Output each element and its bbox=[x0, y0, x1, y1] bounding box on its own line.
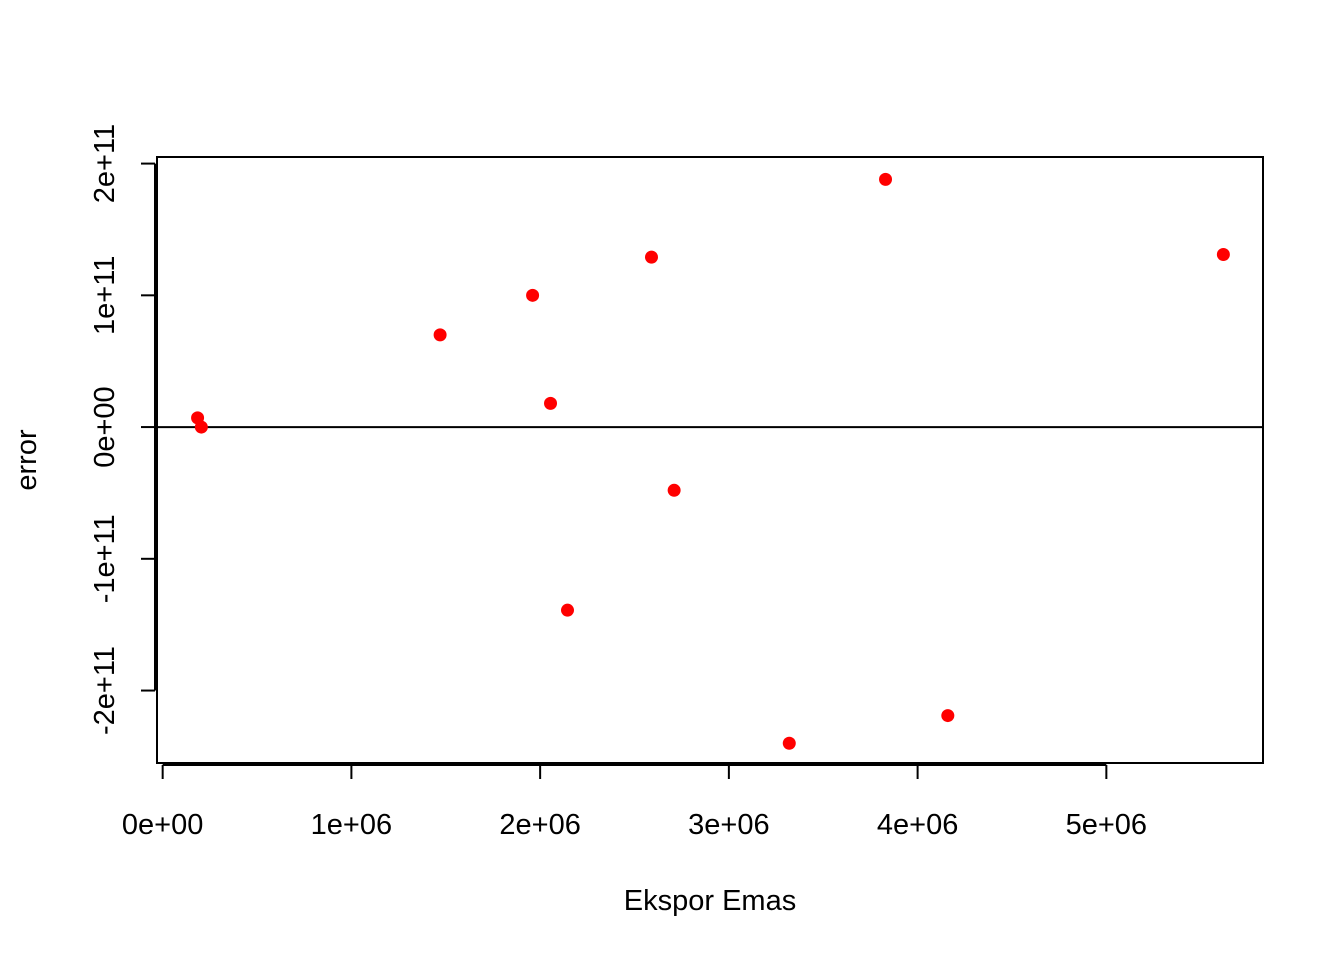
x-tick-label: 4e+06 bbox=[877, 809, 958, 841]
x-tick-label: 5e+06 bbox=[1066, 809, 1147, 841]
y-tick-label: 1e+11 bbox=[89, 256, 121, 335]
data-point bbox=[433, 328, 447, 342]
y-axis-label: error bbox=[11, 429, 43, 491]
data-point bbox=[526, 288, 540, 302]
data-point bbox=[667, 483, 681, 497]
x-tick-label: 3e+06 bbox=[688, 809, 769, 841]
data-point bbox=[544, 396, 558, 410]
y-axis: -2e+11 -1e+11 0e+00 1e+11 2e+11 bbox=[89, 124, 156, 735]
data-point bbox=[1216, 247, 1230, 261]
data-point bbox=[194, 420, 208, 434]
data-point bbox=[644, 250, 658, 264]
x-tick-label: 2e+06 bbox=[499, 809, 580, 841]
y-tick-label: 2e+11 bbox=[89, 124, 121, 203]
data-point bbox=[941, 709, 955, 723]
data-point bbox=[782, 736, 796, 750]
y-tick-label: 0e+00 bbox=[89, 386, 121, 467]
x-tick-label: 0e+00 bbox=[122, 809, 203, 841]
data-point bbox=[561, 603, 575, 617]
plot-box bbox=[156, 156, 1264, 764]
y-tick-label: -2e+11 bbox=[89, 646, 121, 735]
x-axis: 0e+00 1e+06 2e+06 3e+06 4e+06 5e+06 bbox=[122, 764, 1147, 841]
y-tick-label: -1e+11 bbox=[89, 514, 121, 603]
x-tick-label: 1e+06 bbox=[311, 809, 392, 841]
data-point bbox=[879, 172, 893, 186]
data-points bbox=[191, 172, 1230, 750]
x-axis-label: Ekspor Emas bbox=[624, 885, 796, 917]
